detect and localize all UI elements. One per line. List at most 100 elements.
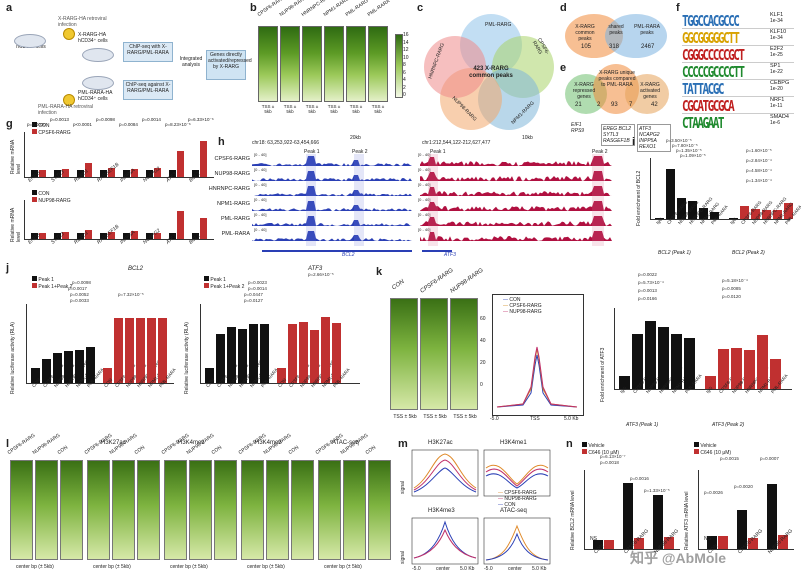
panel-label-c: c <box>417 2 423 14</box>
venn-count: 93 <box>611 102 618 109</box>
scale-tick: 40 <box>480 330 486 352</box>
bar-treated <box>177 211 184 239</box>
heatmap-column <box>112 460 135 560</box>
g-bottom-plot: EREG SYTL3 REXO1 RASGEF1B INPP5A NCAPG2 ATF3 BC… <box>24 200 214 240</box>
ylabel: signal <box>400 524 408 564</box>
pvalue: p=0.0018 <box>600 460 619 465</box>
venn-count: 2467 <box>641 44 654 51</box>
legend: — CPSF6-RARG — NUP98-RARG — CON <box>498 490 537 508</box>
track-name: HNRNPC-RARG <box>200 186 250 192</box>
ns-label: NS <box>704 536 711 542</box>
curve-nup98 <box>414 530 476 558</box>
scale-tick: 16 <box>403 32 409 40</box>
watermark: 知乎 @AbMole <box>630 548 726 568</box>
dish-icon <box>82 76 114 90</box>
ylabel: Relative luciferase activity (RLA) <box>10 304 18 394</box>
panel-l: CPSF6-RARG NUP98-RARG CON center bp (± 5kb)… <box>10 440 395 580</box>
xtick: center <box>436 566 450 572</box>
signal-fill <box>420 156 612 166</box>
curve-cpsf6 <box>486 465 548 484</box>
heatmap-column <box>214 460 237 560</box>
n-atf3-plot: CON CPSF6-RARG NUP98-RARG <box>698 470 794 550</box>
scale-tick: 60 <box>480 308 486 330</box>
venn-label: X-RARG activated genes <box>633 82 667 100</box>
pvalue: p=1.34×10⁻⁴ <box>746 178 772 183</box>
pvalue: p=2.84×10⁻⁴ <box>746 158 772 163</box>
panel-label-a: a <box>6 2 12 14</box>
panel-b: CPSF6-RARG TSS ± 5kb NUP98-RARG TSS ± 5kb HN… <box>258 12 408 127</box>
ylabel: Fold enrichment of BCL2 <box>636 156 644 226</box>
pvalue: p=1.33×10⁻⁵ <box>644 488 670 493</box>
venn-count: 21 <box>575 102 582 109</box>
signal-fill <box>420 186 612 196</box>
heatmap-con <box>390 298 418 410</box>
scale-tick: 0 <box>403 92 409 100</box>
xtick: -5.0 <box>412 566 421 572</box>
venn-label: X-RARG repressed genes <box>567 82 601 100</box>
heatmap-column <box>343 460 366 560</box>
heatmap-column <box>324 26 344 102</box>
motif-pvalue: 1e-6 <box>770 120 780 126</box>
signal-fill <box>252 171 412 181</box>
heatmap-column <box>137 460 160 560</box>
motif-pvalue: 1e-11 <box>770 103 782 109</box>
signal-fill <box>252 201 412 211</box>
ylabel: Relative ATF3 mRNA level <box>684 470 692 550</box>
ylabel: Relative BCL2 mRNA level <box>570 470 578 550</box>
heatmap-column <box>302 26 322 102</box>
pvalue: p=0.0013 <box>638 288 657 293</box>
pvalue: p=2.66×10⁻⁵ <box>308 272 334 277</box>
panel-label-i: i <box>632 136 635 148</box>
pvalue: p=7.32×10⁻⁵ <box>118 292 144 297</box>
panel-h-tracks: chr18: 63,253,922-63,454,666 20kb chr1:2… <box>222 140 627 262</box>
pvalue: p=0.0447 <box>244 292 263 297</box>
heatmap-cpsf6 <box>420 298 448 410</box>
heatmap-column <box>368 26 388 102</box>
pvalue: p=5.73×10⁻⁴ <box>638 280 664 285</box>
tss-label: TSS ± 5kb <box>302 104 322 114</box>
motif-pvalue: 1e-34 <box>770 35 783 41</box>
legend-vehicle: Vehicle <box>588 443 604 449</box>
scale-tick: 10 <box>403 55 409 63</box>
legend: Peak 1 Peak 1+Peak 2 <box>32 276 72 290</box>
signal-fill <box>420 216 612 226</box>
k-bar-plot: IgGCPSF6-RARGNUP98-RARGHNRNPC-RARGNPM1-R… <box>614 308 792 390</box>
scale-tick: 14 <box>403 40 409 48</box>
pvalue: p=0.0017 <box>68 286 87 291</box>
bar <box>136 318 145 383</box>
bar-treated <box>177 151 184 177</box>
heatmap-column <box>35 460 58 560</box>
k-scale: 60 40 20 0 <box>480 308 486 396</box>
subplot-frame <box>412 450 478 496</box>
bar-c646 <box>604 540 614 549</box>
profile-curves <box>493 295 581 413</box>
panel-i: Fold enrichment of BCL2 IgG CPSF6-RARG NUP… <box>636 138 796 268</box>
peak-highlight <box>354 154 364 246</box>
track-name: NPM1-RARG <box>200 201 250 207</box>
legend-peak1: Peak 1 <box>210 277 226 283</box>
tss-label: TSS ± 5kb <box>280 104 300 114</box>
column-label: PML-RARG <box>345 0 370 18</box>
motif-pvalue: 1e-34 <box>770 18 783 24</box>
xlabel: center bp (± 5kb) <box>324 564 362 570</box>
gene-list: EIF1 RPS9 <box>571 122 591 134</box>
group-label: BCL2 (Peak 2) <box>732 250 765 256</box>
panel-c-venn: PML-RARG CPSF6-RARG NPM1-RARG NUP98-RARG… <box>420 14 560 132</box>
bar <box>158 318 167 383</box>
venn-label: X-RARG unique peaks compared to PML-RARA <box>597 70 637 88</box>
heatmap-column <box>318 460 341 560</box>
track-name: CPSF6-RARG <box>200 156 250 162</box>
xtick: -5.0 <box>490 416 499 422</box>
venn-count: 105 <box>581 44 591 51</box>
pml-cells-label: PML-RARA-HA hCD34⁺ cells <box>78 90 118 102</box>
panel-a: X-RARG-HA retroviral infection hCD34⁺ ce… <box>8 14 233 114</box>
legend: Peak 1 Peak 1+Peak 2 <box>204 276 244 290</box>
venn-label: PML-RARA peaks <box>631 24 663 36</box>
gene-atf3: ATF3 <box>444 252 456 258</box>
curve-nup98 <box>414 460 476 490</box>
legend-vehicle: Vehicle <box>700 443 716 449</box>
heatmap-column <box>164 460 187 560</box>
peak-highlight <box>592 154 604 246</box>
subplot-frame <box>412 518 478 564</box>
pvalue: p=0.0020 <box>734 484 753 489</box>
